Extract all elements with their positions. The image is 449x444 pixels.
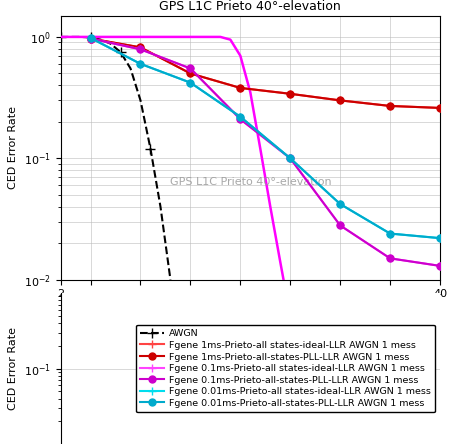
AWGN (168, 277, 173, 282)
Fgene 0.01ms-Prieto-all-states-PLL-LLR AWGN 1 mess (387, 231, 393, 236)
Fgene 0.01ms-Prieto-all-states-PLL-LLR AWGN 1 mess (88, 36, 93, 41)
Fgene 0.01ms-Prieto-all states-ideal-LLR AWGN 1 mess (338, 202, 343, 207)
Line: Fgene 0.01ms-Prieto-all states-ideal-LLR AWGN 1 mess: Fgene 0.01ms-Prieto-all states-ideal-LLR… (86, 34, 444, 242)
Fgene 0.1ms-Prieto-all-states-PLL-LLR AWGN 1 mess (238, 116, 243, 122)
Fgene 1ms-Prieto-all states-ideal-LLR AWGN 1 mess (188, 71, 193, 76)
AWGN (78, 34, 83, 40)
Fgene 0.1ms-Prieto-all-states-PLL-LLR AWGN 1 mess (88, 36, 93, 41)
Fgene 0.1ms-Prieto-all states-ideal-LLR AWGN 1 mess (138, 47, 143, 52)
Fgene 1ms-Prieto-all-states-PLL-LLR AWGN 1 mess (88, 36, 93, 41)
Line: AWGN: AWGN (56, 32, 175, 285)
AWGN (108, 41, 113, 46)
Line: Fgene 1ms-Prieto-all-states-PLL-LLR AWGN 1 mess: Fgene 1ms-Prieto-all-states-PLL-LLR AWGN… (87, 35, 444, 111)
AWGN (128, 66, 133, 71)
Fgene 1ms-Prieto-all states-ideal-LLR AWGN 1 mess (88, 36, 93, 41)
Fgene 1ms-Prieto-all states-ideal-LLR AWGN 1 mess (138, 45, 143, 50)
Fgene 0.01ms-Prieto-all states-ideal-LLR AWGN 1 mess (238, 114, 243, 119)
Line: Fgene 1ms-Prieto-all states-ideal-LLR AWGN 1 mess: Fgene 1ms-Prieto-all states-ideal-LLR AW… (86, 34, 444, 112)
Fgene 0.01ms-Prieto-all states-ideal-LLR AWGN 1 mess (138, 61, 143, 67)
Fgene 1ms-Prieto-all-states-PLL-LLR AWGN 1 mess (437, 105, 443, 111)
Fgene 0.1ms-Prieto-all-states-PLL-LLR AWGN 1 mess (338, 223, 343, 228)
AWGN (68, 34, 73, 40)
AWGN (58, 34, 63, 40)
AWGN (148, 146, 153, 151)
Fgene 0.01ms-Prieto-all states-ideal-LLR AWGN 1 mess (287, 156, 293, 161)
Fgene 0.01ms-Prieto-all-states-PLL-LLR AWGN 1 mess (138, 61, 143, 67)
Fgene 0.1ms-Prieto-all states-ideal-LLR AWGN 1 mess (188, 66, 193, 71)
Fgene 0.1ms-Prieto-all-states-PLL-LLR AWGN 1 mess (188, 66, 193, 71)
Fgene 1ms-Prieto-all-states-PLL-LLR AWGN 1 mess (238, 85, 243, 91)
AWGN (88, 35, 93, 40)
AWGN (158, 204, 163, 209)
Fgene 0.01ms-Prieto-all-states-PLL-LLR AWGN 1 mess (238, 114, 243, 119)
Y-axis label: CED Error Rate: CED Error Rate (9, 106, 18, 189)
Text: /N₀ [dBHz]: /N₀ [dBHz] (382, 296, 440, 305)
Fgene 0.1ms-Prieto-all states-ideal-LLR AWGN 1 mess (437, 263, 443, 269)
Fgene 0.01ms-Prieto-all-states-PLL-LLR AWGN 1 mess (188, 80, 193, 85)
Fgene 1ms-Prieto-all-states-PLL-LLR AWGN 1 mess (338, 98, 343, 103)
Fgene 1ms-Prieto-all states-ideal-LLR AWGN 1 mess (238, 85, 243, 91)
Fgene 0.1ms-Prieto-all-states-PLL-LLR AWGN 1 mess (138, 47, 143, 52)
Fgene 1ms-Prieto-all-states-PLL-LLR AWGN 1 mess (138, 45, 143, 50)
Fgene 1ms-Prieto-all states-ideal-LLR AWGN 1 mess (338, 98, 343, 103)
Title: GPS L1C Prieto 40°-elevation: GPS L1C Prieto 40°-elevation (159, 0, 341, 13)
Fgene 1ms-Prieto-all states-ideal-LLR AWGN 1 mess (437, 105, 443, 111)
Legend: AWGN, Fgene 1ms-Prieto-all states-ideal-LLR AWGN 1 mess, Fgene 1ms-Prieto-all-st: AWGN, Fgene 1ms-Prieto-all states-ideal-… (136, 325, 435, 412)
Y-axis label: CED Error Rate: CED Error Rate (9, 327, 18, 410)
Line: Fgene 0.1ms-Prieto-all states-ideal-LLR AWGN 1 mess: Fgene 0.1ms-Prieto-all states-ideal-LLR … (86, 34, 444, 270)
Fgene 0.1ms-Prieto-all states-ideal-LLR AWGN 1 mess (338, 223, 343, 228)
Fgene 0.01ms-Prieto-all-states-PLL-LLR AWGN 1 mess (338, 202, 343, 207)
Fgene 0.01ms-Prieto-all states-ideal-LLR AWGN 1 mess (188, 80, 193, 85)
Fgene 0.1ms-Prieto-all states-ideal-LLR AWGN 1 mess (238, 116, 243, 122)
Fgene 0.1ms-Prieto-all states-ideal-LLR AWGN 1 mess (387, 256, 393, 261)
Fgene 1ms-Prieto-all-states-PLL-LLR AWGN 1 mess (387, 103, 393, 109)
Line: Fgene 0.1ms-Prieto-all-states-PLL-LLR AWGN 1 mess: Fgene 0.1ms-Prieto-all-states-PLL-LLR AW… (87, 35, 444, 270)
Fgene 0.01ms-Prieto-all states-ideal-LLR AWGN 1 mess (387, 231, 393, 236)
Fgene 0.1ms-Prieto-all states-ideal-LLR AWGN 1 mess (287, 156, 293, 161)
Fgene 0.01ms-Prieto-all-states-PLL-LLR AWGN 1 mess (437, 235, 443, 241)
Fgene 0.01ms-Prieto-all states-ideal-LLR AWGN 1 mess (437, 235, 443, 241)
Text: GPS L1C Prieto 40°-elevation: GPS L1C Prieto 40°-elevation (170, 177, 331, 187)
Fgene 0.01ms-Prieto-all-states-PLL-LLR AWGN 1 mess (287, 156, 293, 161)
AWGN (138, 98, 143, 103)
Fgene 1ms-Prieto-all states-ideal-LLR AWGN 1 mess (387, 103, 393, 109)
Fgene 0.1ms-Prieto-all-states-PLL-LLR AWGN 1 mess (437, 263, 443, 269)
Fgene 0.1ms-Prieto-all-states-PLL-LLR AWGN 1 mess (287, 156, 293, 161)
Fgene 0.1ms-Prieto-all-states-PLL-LLR AWGN 1 mess (387, 256, 393, 261)
Fgene 1ms-Prieto-all-states-PLL-LLR AWGN 1 mess (287, 91, 293, 96)
Line: Fgene 0.01ms-Prieto-all-states-PLL-LLR AWGN 1 mess: Fgene 0.01ms-Prieto-all-states-PLL-LLR A… (87, 35, 444, 242)
Fgene 0.1ms-Prieto-all states-ideal-LLR AWGN 1 mess (88, 36, 93, 41)
Fgene 1ms-Prieto-all states-ideal-LLR AWGN 1 mess (287, 91, 293, 96)
Fgene 1ms-Prieto-all-states-PLL-LLR AWGN 1 mess (188, 71, 193, 76)
AWGN (98, 37, 103, 42)
AWGN (118, 49, 123, 55)
Fgene 0.01ms-Prieto-all states-ideal-LLR AWGN 1 mess (88, 36, 93, 41)
